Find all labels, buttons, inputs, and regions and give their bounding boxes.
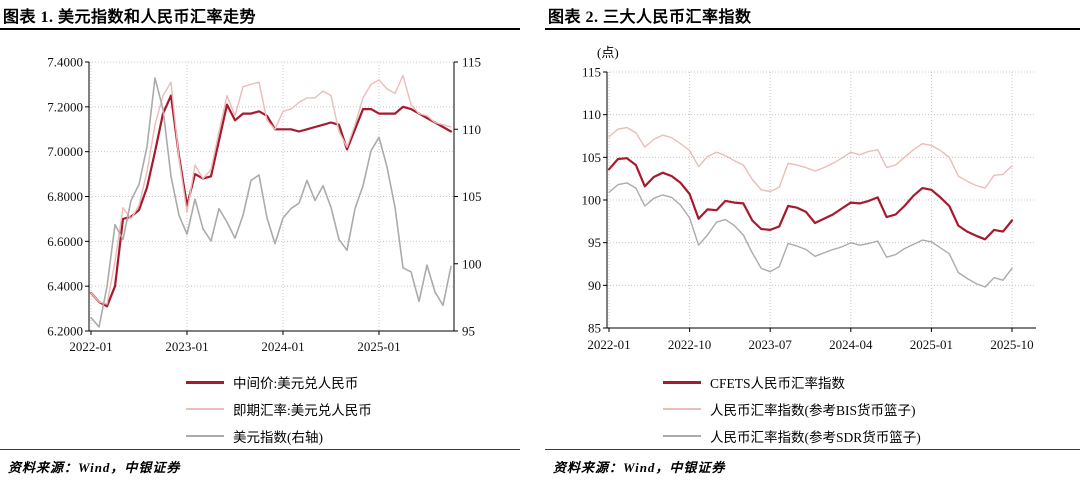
- figure-1-title: 图表 1. 美元指数和人民币汇率走势: [3, 9, 257, 26]
- x-axis-tick-label: 2022-01: [587, 337, 630, 352]
- x-axis-tick-label: 2023-01: [165, 339, 208, 354]
- x-axis-tick-label: 2022-01: [69, 339, 112, 354]
- left-axis-tick-label: 85: [588, 321, 601, 336]
- left-axis-tick-label: 7.0000: [47, 144, 83, 159]
- left-axis-tick-label: 6.2000: [47, 324, 83, 339]
- right-axis-tick-label: 95: [462, 324, 475, 339]
- left-axis-tick-label: 7.4000: [47, 55, 83, 70]
- legend-item-midprice: 中间价:美元兑人民币: [186, 372, 372, 392]
- left-axis-tick-label: 95: [588, 235, 601, 250]
- legend-label-cfets-index: CFETS人民币汇率指数: [710, 376, 846, 391]
- series-line-0: [607, 157, 1014, 241]
- legend-item-spot-rate: 即期汇率:美元兑人民币: [186, 399, 372, 419]
- series-line-2: [90, 77, 452, 328]
- left-axis-tick-label: 105: [582, 150, 602, 165]
- figure-1-chart-canvas: 7.4000 7.2000 7.0000 6.8000 6.6000 6.4000 6.20…: [47, 55, 482, 355]
- figure-1-source: 资料来源：Wind，中银证券: [8, 460, 181, 475]
- left-axis-tick-label: 90: [588, 278, 601, 293]
- series-line-1: [608, 126, 1013, 193]
- legend-item-bis-index: 人民币汇率指数(参考BIS货币篮子): [663, 399, 921, 419]
- x-axis-tick-label: 2025-10: [990, 337, 1033, 352]
- left-axis-tick-label: 110: [582, 107, 601, 122]
- x-axis-tick-label: 2025-01: [910, 337, 953, 352]
- legend-label-sdr-index: 人民币汇率指数(参考SDR货币篮子): [710, 430, 921, 445]
- figure-2-legend: CFETS人民币汇率指数 人民币汇率指数(参考BIS货币篮子) 人民币汇率指数(…: [663, 372, 921, 446]
- series-line-0: [89, 94, 453, 308]
- legend-label-spot-rate: 即期汇率:美元兑人民币: [233, 403, 372, 418]
- left-axis-tick-label: 6.4000: [47, 279, 83, 294]
- bis-line-swatch: [663, 408, 701, 410]
- figure-2-title-rule: [545, 28, 1080, 30]
- x-axis-tick-label: 2024-01: [261, 339, 304, 354]
- series-line-1: [90, 74, 452, 305]
- figure-1-legend: 中间价:美元兑人民币 即期汇率:美元兑人民币 美元指数(右轴): [186, 372, 372, 446]
- figure-1-panel: 图表 1. 美元指数和人民币汇率走势 7.4000 7.2000 7.0000 6.8…: [0, 0, 520, 485]
- legend-label-bis-index: 人民币汇率指数(参考BIS货币篮子): [710, 403, 916, 418]
- legend-label-dollar-index: 美元指数(右轴): [233, 430, 323, 445]
- cfets-line-swatch: [663, 380, 701, 384]
- legend-item-sdr-index: 人民币汇率指数(参考SDR货币篮子): [663, 426, 921, 446]
- left-axis-tick-label: 115: [582, 65, 601, 80]
- right-axis-tick-label: 100: [462, 256, 482, 271]
- spot-rate-line-swatch: [186, 408, 224, 410]
- series-line-2: [608, 182, 1013, 288]
- figure-1-title-rule: [0, 28, 520, 30]
- figure-2-unit-label: (点): [597, 45, 619, 60]
- left-axis-tick-label: 100: [582, 193, 602, 208]
- figure-2-panel: 图表 2. 三大人民币汇率指数 (点) 115 110 105 100 95 90 85 20…: [545, 0, 1080, 485]
- left-axis-tick-label: 7.2000: [47, 99, 83, 114]
- legend-item-cfets-index: CFETS人民币汇率指数: [663, 372, 921, 392]
- right-axis-tick-label: 110: [462, 122, 481, 137]
- dollar-index-line-swatch: [186, 435, 224, 437]
- x-axis-tick-label: 2023-07: [749, 337, 793, 352]
- figure-2-source-rule: [545, 449, 1080, 450]
- x-axis-tick-label: 2022-10: [668, 337, 711, 352]
- x-axis-tick-label: 2025-01: [357, 339, 400, 354]
- left-axis-tick-label: 6.6000: [47, 234, 83, 249]
- sdr-line-swatch: [663, 435, 701, 437]
- midprice-line-swatch: [186, 380, 224, 384]
- right-axis-tick-label: 115: [462, 55, 481, 70]
- legend-item-dollar-index: 美元指数(右轴): [186, 426, 372, 446]
- figure-2-title: 图表 2. 三大人民币汇率指数: [548, 9, 752, 26]
- right-axis-tick-label: 105: [462, 189, 482, 204]
- legend-label-midprice: 中间价:美元兑人民币: [233, 376, 359, 391]
- figure-1-source-rule: [0, 449, 520, 450]
- x-axis-tick-label: 2024-04: [829, 337, 873, 352]
- left-axis-tick-label: 6.8000: [47, 189, 83, 204]
- figure-2-source: 资料来源：Wind，中银证券: [553, 460, 726, 475]
